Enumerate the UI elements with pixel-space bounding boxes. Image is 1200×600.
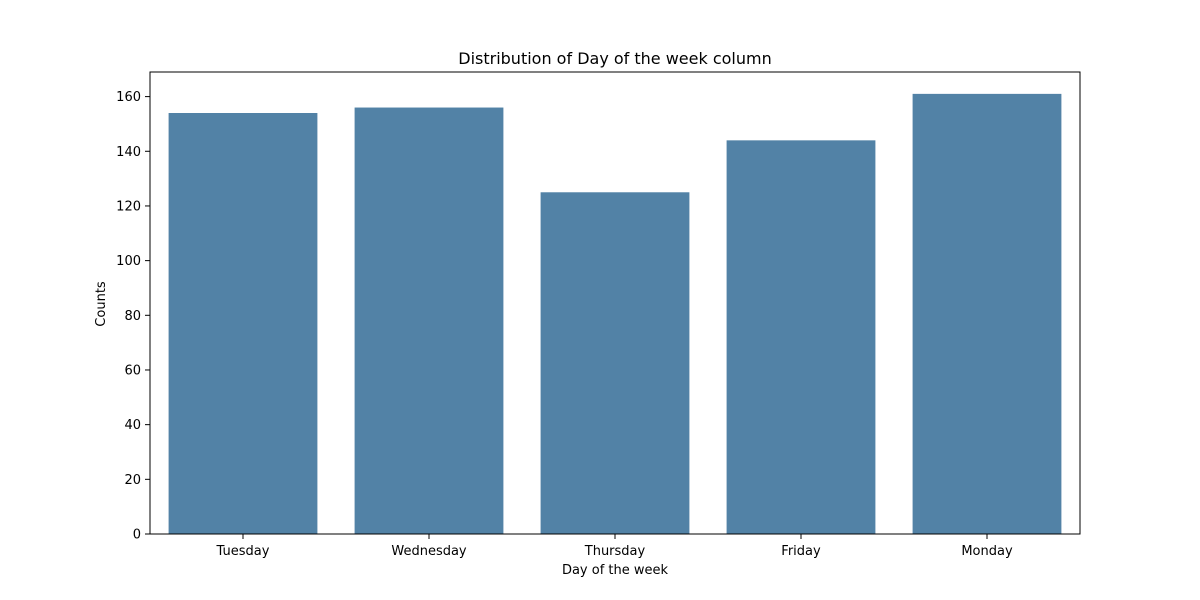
y-tick-label: 0: [133, 528, 141, 543]
y-axis-label: Counts: [94, 281, 109, 327]
y-tick-label: 120: [116, 199, 141, 214]
bar-wednesday: [354, 107, 504, 535]
y-tick-label: 20: [124, 473, 141, 488]
y-tick-label: 100: [116, 254, 141, 269]
x-axis-label: Day of the week: [562, 563, 669, 578]
bar-tuesday: [168, 113, 318, 534]
bar-friday: [726, 140, 876, 534]
plot-area: 0 20 40 60 80 100 120 140 160 Tuesday Wednesday Thu…: [116, 71, 1081, 559]
bar-monday: [912, 93, 1062, 535]
bar-thursday: [540, 192, 690, 534]
y-tick-label: 140: [116, 145, 141, 160]
chart-title: Distribution of Day of the week column: [458, 49, 772, 68]
y-tick-label: 40: [124, 418, 141, 433]
y-tick-label: 60: [124, 363, 141, 378]
x-tick-label: Monday: [961, 544, 1013, 559]
x-tick-label: Thursday: [584, 544, 646, 559]
x-tick-label: Tuesday: [216, 544, 270, 559]
y-tick-label: 160: [116, 90, 141, 105]
x-tick-label: Wednesday: [391, 544, 467, 559]
x-tick-label: Friday: [781, 544, 821, 559]
y-tick-label: 80: [124, 309, 141, 324]
